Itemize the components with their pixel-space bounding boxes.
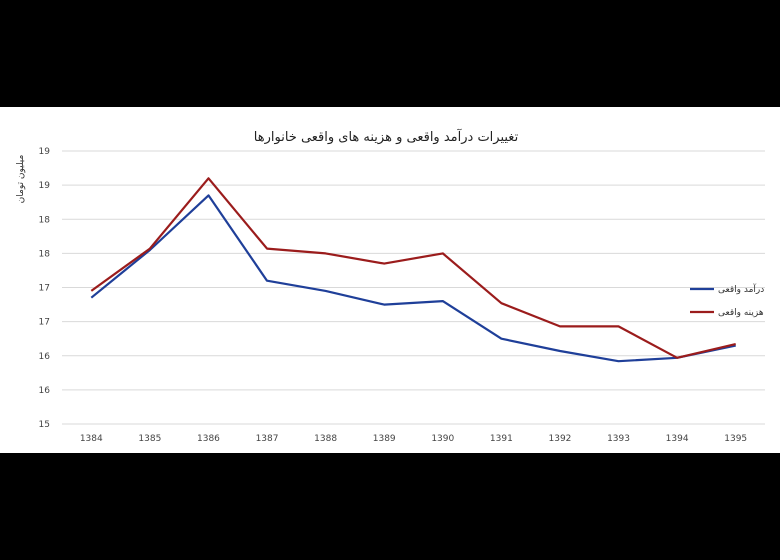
x-tick-label: 1395 (724, 434, 747, 444)
x-tick-label: 1394 (666, 434, 689, 444)
y-axis-label: میلیون تومان (16, 154, 26, 203)
x-tick-label: 1393 (607, 434, 630, 444)
chart-frame: تغییرات درآمد واقعی و هزینه های واقعی خا… (0, 107, 780, 453)
line-chart: تغییرات درآمد واقعی و هزینه های واقعی خا… (16, 128, 765, 444)
series-line-1 (90, 177, 736, 359)
y-tick-labels: 15 16 16 17 17 18 18 19 19 (39, 147, 51, 430)
x-tick-label: 1385 (138, 434, 161, 444)
y-tick-label: 17 (39, 318, 50, 328)
legend-label-1: هزینه واقعی (718, 308, 764, 318)
x-tick-label: 1384 (80, 434, 103, 444)
x-tick-label: 1386 (197, 434, 220, 444)
x-tick-label: 1387 (256, 434, 279, 444)
legend: درآمد واقعی هزینه واقعی (690, 283, 764, 318)
x-tick-label: 1388 (314, 434, 337, 444)
y-tick-label: 19 (39, 181, 51, 191)
y-tick-label: 16 (39, 386, 51, 396)
y-tick-label: 17 (39, 284, 50, 294)
x-tick-labels: 1384 1385 1386 1387 1388 1389 1390 1391 1392 1393… (80, 434, 747, 444)
y-tick-label: 15 (39, 420, 50, 430)
legend-label-0: درآمد واقعی (718, 283, 764, 295)
x-tick-label: 1390 (431, 434, 454, 444)
x-tick-label: 1392 (549, 434, 572, 444)
series-line-0 (90, 194, 736, 363)
y-tick-label: 19 (39, 147, 51, 157)
y-tick-label: 18 (39, 215, 51, 225)
chart-title: تغییرات درآمد واقعی و هزینه های واقعی خا… (254, 128, 519, 145)
x-tick-label: 1389 (373, 434, 396, 444)
y-tick-label: 18 (39, 249, 51, 259)
y-tick-label: 16 (39, 352, 51, 362)
x-tick-label: 1391 (490, 434, 513, 444)
series-lines (90, 177, 736, 363)
grid-lines (62, 150, 765, 425)
